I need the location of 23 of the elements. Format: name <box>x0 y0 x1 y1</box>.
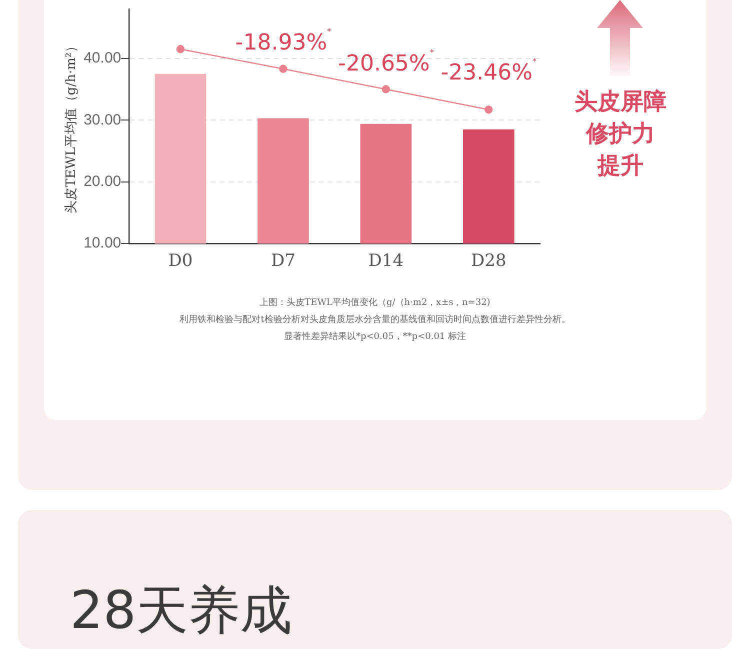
y-tick-label: 30.00 <box>84 111 122 128</box>
x-tick-label: D28 <box>471 251 506 272</box>
text: 利用铁和检验与配对t检验分析对头皮角质层水分含量的基线值和回访时间点数值进行差异性分析。 <box>178 314 572 326</box>
annotation: -23.46%* <box>440 57 537 86</box>
x-tick-label: D14 <box>368 251 404 272</box>
annotation: -20.65%* <box>338 48 434 76</box>
text: 28天养成 <box>70 581 292 641</box>
y-tick-label: 10.00 <box>84 234 122 252</box>
point <box>176 45 185 54</box>
point <box>279 64 288 73</box>
text: 修护力 <box>584 120 656 149</box>
y-tick-label: 40.00 <box>84 50 122 67</box>
x-tick-label: D7 <box>270 251 296 272</box>
point <box>484 106 493 114</box>
y-axis-title: 头皮TEWL平均值（g/h·m²） <box>64 39 80 214</box>
text: 头皮屏障 <box>574 88 668 117</box>
x-tick-label: D0 <box>168 251 193 272</box>
text: 显著性差异结果以*p<0.05，**p<0.01 标注 <box>282 330 468 343</box>
point <box>382 85 390 94</box>
y-tick-label: 20.00 <box>84 173 122 190</box>
annotation: -18.93%* <box>235 26 332 56</box>
text: 上图：头皮TEWL平均值变化（g/（h·m2，x±s , n=32) <box>258 296 492 309</box>
text: 提升 <box>596 152 644 181</box>
